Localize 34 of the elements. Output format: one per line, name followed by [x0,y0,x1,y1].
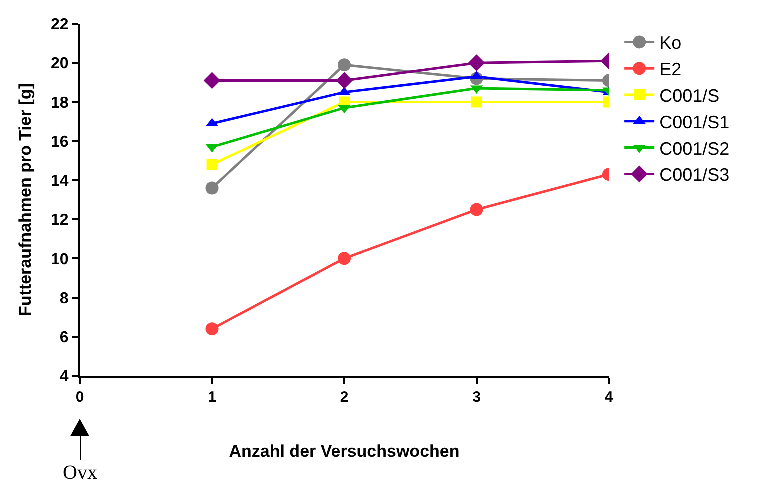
x-tick-label: 0 [76,389,84,406]
point [471,96,482,108]
x-tick-label: 4 [604,389,614,406]
y-tick-label: 12 [51,212,69,230]
point [206,322,219,336]
text: Ovx [63,462,98,484]
y-tick-label: 20 [51,56,69,73]
x-tick-label: 3 [472,389,481,406]
x-axis-title: Anzahl der Versuchswochen [229,442,460,461]
point [468,54,486,72]
legend-label: C001/S [660,86,720,106]
x-tick-label: 1 [208,389,216,406]
legend-label: C001/S1 [660,112,730,132]
point [204,72,221,90]
legend-label: Ko [660,33,682,54]
y-tick-label: 22 [51,16,69,34]
point [338,252,351,266]
point [206,159,218,170]
y-axis-title: Futteraufnahmen pro Tier [g] [16,84,36,316]
legend-label: C001/S2 [660,138,730,159]
y-tick-label: 18 [51,94,69,112]
point [338,58,351,72]
legend-label: C001/S3 [660,165,730,186]
y-tick-label: 14 [51,173,69,190]
point [336,72,353,90]
legend-label: E2 [660,60,682,80]
y-tick-label: 10 [51,251,69,268]
y-tick-label: 4 [60,368,69,386]
x-tick-label: 2 [340,389,349,406]
y-tick-label: 16 [51,134,69,151]
point [206,182,219,195]
y-tick-label: 8 [60,290,69,308]
y-tick-label: 6 [60,329,69,346]
point [470,203,484,216]
